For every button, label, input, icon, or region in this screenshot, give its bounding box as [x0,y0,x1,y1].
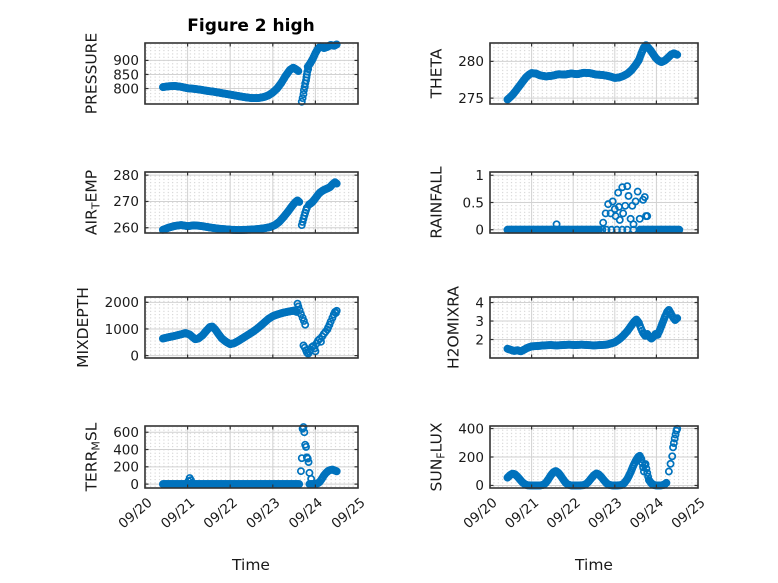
tick-marks [144,172,359,233]
x-tick-label: 09/21 [158,495,198,532]
x-tick-label: 09/20 [460,495,500,532]
y-tick-label: 600 [113,425,139,441]
axes-box [144,296,359,359]
y-tick-label: 400 [458,421,484,437]
tick-marks [489,426,699,488]
y-tick-label: 260 [113,221,139,237]
y-axis-label: AIRTEMP [83,170,103,235]
tick-marks [489,297,699,358]
subplot-air_temp: 260 270 280 AIRTEMP [83,168,359,237]
x-tick-label: 09/24 [286,495,326,532]
x-tick-label: 09/25 [668,495,708,532]
minor-grid-dots [146,44,357,103]
y-axis-label: TERRMSL [83,422,103,492]
data-series-markers [503,305,682,356]
axes-box [144,425,359,489]
y-tick-label: 0 [475,223,484,239]
y-tick-label: 1000 [105,322,139,338]
x-tick-label: 09/25 [328,495,368,532]
y-tick-label: 400 [113,442,139,458]
data-series-markers [503,41,682,104]
data-series-markers [158,299,341,358]
axes-box [144,42,359,105]
axes-box [489,42,699,105]
y-tick-label: 4 [475,295,484,311]
y-tick-label: 200 [458,450,484,466]
tick-marks [489,43,699,104]
y-tick-label: 900 [113,53,139,69]
figure-title: Figure 2 high [187,16,315,36]
minor-grid-dots [146,298,357,357]
y-axis-label: MIXDEPTH [74,287,92,368]
x-axis-label-right: Time [574,556,613,574]
y-tick-label: 850 [113,67,139,83]
y-tick-label: 0 [130,348,139,364]
y-tick-label: 275 [458,91,484,107]
y-tick-label: 3 [475,314,484,330]
major-gridlines [490,426,698,488]
y-axis-label: H2OMIXRA [445,286,463,369]
tick-marks [489,172,699,233]
y-tick-label: 1 [475,168,484,184]
major-gridlines [145,297,358,358]
tick-marks [144,43,359,104]
y-axis-label: SUNFLUX [428,422,448,491]
axes-box [489,296,699,359]
subplot-sun_flux: 0 200 400 SUNFLUX 09/20 09/21 09/22 09/23 09/24 0… [428,421,709,532]
tick-marks [144,426,359,488]
y-axis-label: THETA [428,48,446,99]
y-tick-label: 2000 [105,295,139,311]
subplot-rainfall: 0 0.5 1 RAINFALL [428,166,699,239]
y-tick-label: 200 [113,460,139,476]
y-tick-label: 0.5 [463,195,484,211]
x-tick-label: 09/21 [502,495,542,532]
y-tick-label: 280 [113,168,139,184]
x-tick-label: 09/23 [585,495,625,532]
tick-marks [144,297,359,358]
y-tick-label: 280 [458,54,484,70]
x-axis-label-left: Time [231,556,270,574]
y-tick-label: 0 [130,477,139,493]
data-series-markers [158,40,341,106]
x-tick-label: 09/22 [544,495,584,532]
axes-box [144,171,359,234]
y-tick-label: 800 [113,81,139,97]
y-tick-label: 0 [475,478,484,494]
y-tick-label: 2 [475,332,484,348]
data-series-markers [503,424,682,490]
x-tick-label: 09/24 [627,495,667,532]
subplot-theta: 275 280 THETA [428,41,699,107]
x-tick-label: 09/22 [201,495,241,532]
subplot-h2omixra: 2 3 4 H2OMIXRA [445,286,699,369]
y-axis-label: RAINFALL [428,166,446,239]
x-tick-label: 09/23 [243,495,283,532]
y-axis-label: PRESSURE [83,33,101,115]
subplot-mixdepth: 0 1000 2000 MIXDEPTH [74,287,359,368]
y-tick-label: 270 [113,194,139,210]
x-tick-label: 09/20 [115,495,155,532]
